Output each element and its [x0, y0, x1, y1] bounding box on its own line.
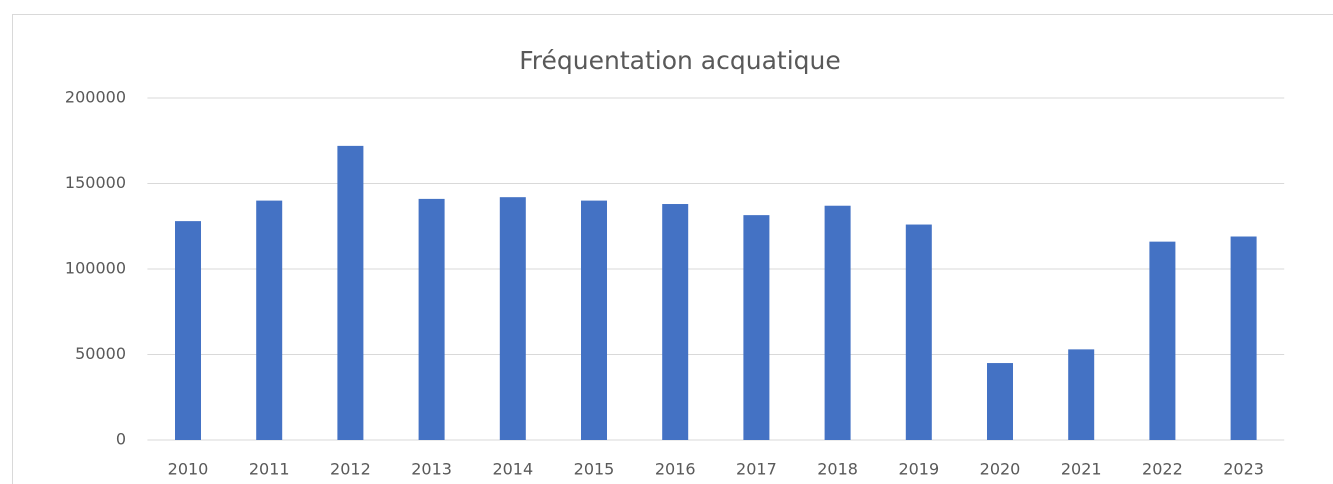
y-tick-label: 0 [116, 430, 126, 449]
x-tick-label: 2012 [330, 460, 371, 479]
x-tick-label: 2016 [655, 460, 696, 479]
x-tick-label: 2017 [736, 460, 777, 479]
bar [256, 200, 283, 440]
bar [581, 200, 607, 440]
bar [337, 145, 364, 440]
x-tick-label: 2015 [574, 460, 615, 479]
chart-title: Fréquentation acquatique [519, 46, 841, 75]
x-tick-label: 2020 [980, 460, 1021, 479]
y-tick-label: 50000 [75, 344, 126, 363]
bar [418, 198, 445, 440]
x-tick-label: 2023 [1223, 460, 1264, 479]
x-tick-label: 2013 [411, 460, 452, 479]
x-tick-label: 2010 [168, 460, 209, 479]
bar [987, 363, 1013, 440]
bar [743, 215, 770, 440]
bar [1149, 241, 1176, 440]
x-tick-label: 2021 [1061, 460, 1102, 479]
x-tick-label: 2014 [492, 460, 533, 479]
bar [662, 204, 689, 440]
bar [175, 221, 201, 440]
y-tick-label: 100000 [65, 259, 126, 278]
x-tick-label: 2019 [898, 460, 939, 479]
bar [1230, 236, 1257, 440]
bar [1068, 349, 1095, 440]
bar [824, 205, 851, 440]
x-tick-label: 2011 [249, 460, 290, 479]
y-tick-label: 150000 [65, 173, 126, 192]
y-tick-label: 200000 [65, 88, 126, 107]
x-tick-label: 2022 [1142, 460, 1183, 479]
bar [499, 197, 526, 440]
x-tick-label: 2018 [817, 460, 858, 479]
bar [905, 224, 932, 440]
